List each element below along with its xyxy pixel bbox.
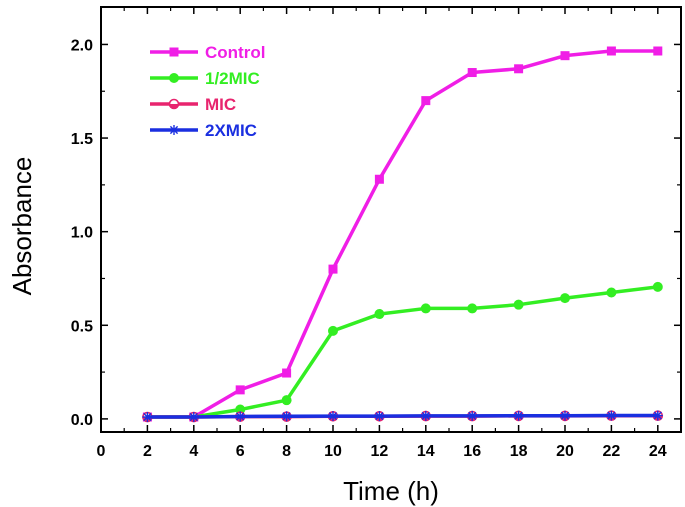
data-point-Control-18: [514, 64, 524, 74]
data-point-2XMIC-18-arm-3: [514, 411, 523, 420]
x-tick-label-10: 10: [324, 443, 342, 460]
x-tick-label-16: 16: [463, 443, 481, 460]
data-point-1/2MIC-8: [281, 395, 292, 406]
data-point-Control-22: [606, 46, 616, 56]
data-point-1/2MIC-24: [652, 281, 663, 292]
data-point-Control-8: [282, 368, 292, 378]
data-point-2XMIC-14: [420, 410, 431, 421]
data-point-2XMIC-12: [374, 411, 385, 422]
data-point-1/2MIC-14: [420, 303, 431, 314]
x-tick-label-24: 24: [649, 443, 667, 460]
legend-marker-Control: [169, 47, 179, 57]
y-tick-label-0: 0.0: [71, 412, 93, 429]
data-point-2XMIC-6: [235, 411, 246, 422]
legend-label-Control: Control: [205, 43, 265, 62]
data-point-1/2MIC-12: [374, 309, 385, 320]
y-axis-title: Absorbance: [7, 157, 37, 296]
data-point-Control-20: [560, 51, 570, 61]
plot-frame: [100, 6, 682, 433]
y-tick-label-1: 0.5: [71, 318, 93, 335]
axes: 0 2 4 6 8 10 12 14 16 18 20 22 240.00.51.01.52.0: [71, 7, 681, 460]
y-tick-label-4: 2.0: [71, 37, 93, 54]
data-point-2XMIC-8-arm-3: [282, 412, 291, 421]
data-point-1/2MIC-22: [606, 287, 617, 298]
y-tick-label-3: 1.5: [71, 131, 93, 148]
legend-label-1/2MIC: 1/2MIC: [205, 69, 260, 88]
data-point-2XMIC-4: [188, 412, 199, 423]
legend-marker-2XMIC: [169, 125, 179, 135]
data-point-2XMIC-10: [328, 411, 338, 422]
x-tick-label-18: 18: [510, 443, 528, 460]
x-tick-label-8: 8: [282, 443, 291, 460]
data-point-2XMIC-24-arm-3: [653, 411, 662, 420]
data-point-2XMIC-14-arm-3: [421, 411, 430, 420]
data-point-2XMIC-4-arm-3: [189, 412, 198, 422]
data-point-1/2MIC-20: [560, 293, 570, 304]
x-tick-label-6: 6: [236, 443, 245, 460]
legend-label-2XMIC: 2XMIC: [205, 121, 257, 140]
legend: Control 1/2MIC MIC 2XMIC: [150, 43, 265, 140]
data-point-1/2MIC-10: [328, 325, 338, 336]
x-tick-label-14: 14: [417, 443, 435, 460]
data-point-2XMIC-2-arm-3: [143, 412, 152, 422]
x-tick-label-2: 2: [143, 443, 152, 460]
data-point-2XMIC-22-arm-3: [607, 411, 616, 420]
x-axis-title: Time (h): [343, 476, 439, 506]
series-line-Control: [147, 49, 658, 419]
data-point-2XMIC-16-arm-3: [468, 411, 477, 420]
legend-marker-2XMIC-arm-3: [169, 125, 179, 135]
data-point-2XMIC-18: [513, 410, 524, 421]
x-tick-label-22: 22: [603, 443, 621, 460]
data-point-2XMIC-16: [467, 410, 478, 421]
data-point-2XMIC-22: [606, 410, 617, 421]
data-point-Control-12: [374, 174, 384, 184]
data-point-Control-10: [328, 264, 338, 274]
legend-marker-MIC-fill: [169, 104, 179, 109]
plot-marks: [142, 46, 664, 423]
series-line-1/2MIC: [147, 285, 659, 419]
data-point-2XMIC-12-arm-3: [375, 411, 384, 421]
x-tick-label-12: 12: [371, 443, 389, 460]
data-point-Control-16: [467, 68, 477, 78]
legend-marker-1/2MIC: [169, 73, 179, 83]
data-point-2XMIC-20: [560, 410, 570, 421]
legend-marker-MIC: [168, 98, 180, 110]
x-tick-label-4: 4: [189, 443, 198, 460]
legend-label-MIC: MIC: [205, 95, 236, 114]
data-point-Control-6: [235, 385, 245, 395]
data-point-2XMIC-10-arm-3: [328, 411, 338, 421]
y-tick-label-2: 1.0: [71, 225, 93, 242]
data-point-2XMIC-24: [652, 410, 663, 421]
x-tick-label-20: 20: [556, 443, 574, 460]
series-line-2XMIC: [147, 413, 658, 419]
data-point-2XMIC-8: [281, 411, 292, 422]
data-point-Control-24: [653, 46, 663, 56]
data-point-2XMIC-2: [142, 412, 153, 423]
data-point-2XMIC-6-arm-3: [236, 412, 245, 421]
x-tick-label-0: 0: [97, 443, 106, 460]
data-point-2XMIC-20-arm-3: [560, 411, 570, 420]
data-point-1/2MIC-16: [467, 303, 478, 314]
data-point-1/2MIC-18: [513, 299, 524, 310]
data-point-Control-14: [421, 96, 431, 106]
